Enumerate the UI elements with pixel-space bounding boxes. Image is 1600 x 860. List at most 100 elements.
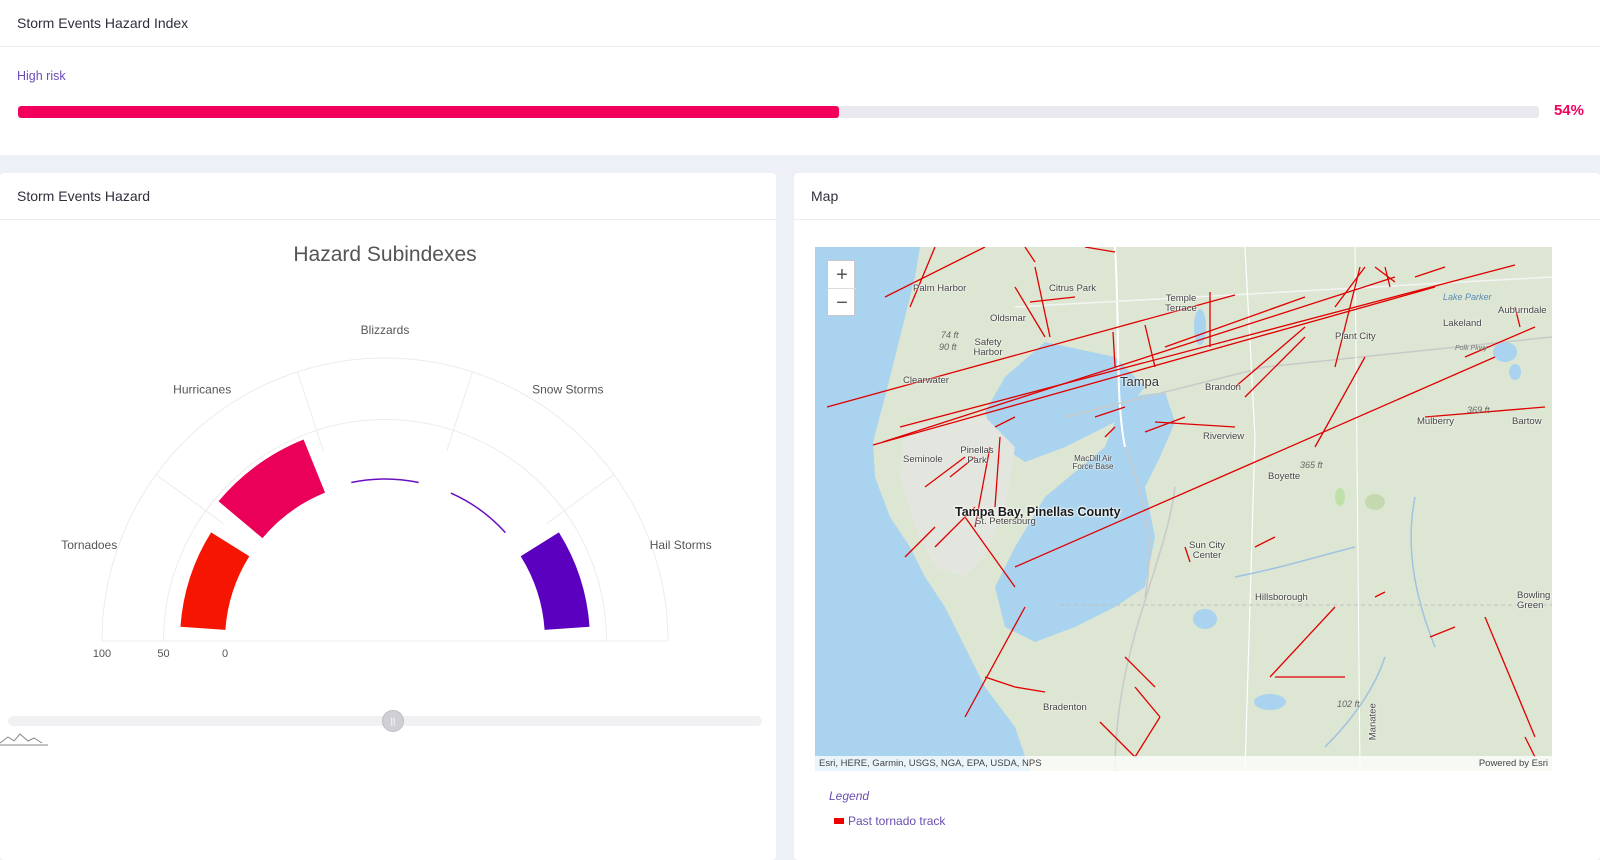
legend-title: Legend bbox=[829, 789, 870, 803]
category-label: Snow Storms bbox=[532, 382, 603, 396]
tornado-track bbox=[1314, 356, 1366, 448]
tornado-track bbox=[1384, 266, 1391, 288]
gauge-grid-line bbox=[297, 371, 324, 451]
map-label: Lake Parker bbox=[1443, 292, 1492, 302]
risk-progress-fill bbox=[18, 106, 840, 118]
tornado-track bbox=[899, 264, 1516, 428]
gauge-grid-line bbox=[446, 371, 473, 451]
tornado-track bbox=[1112, 331, 1116, 368]
tornado-track bbox=[994, 436, 1001, 508]
map-label: 102 ft bbox=[1337, 699, 1360, 709]
map-label: 369 ft bbox=[1467, 405, 1490, 415]
scale-tick-label: 100 bbox=[93, 648, 111, 660]
panel-title: Storm Events Hazard bbox=[0, 173, 776, 220]
tornado-track bbox=[1269, 606, 1336, 678]
tornado-map[interactable]: + − Palm Harbor Citrus Park Temple Terra… bbox=[815, 247, 1552, 771]
map-label: Manatee bbox=[1367, 703, 1379, 741]
tornado-track bbox=[872, 286, 1436, 446]
tornado-track bbox=[1154, 421, 1236, 428]
map-basemap bbox=[815, 247, 1552, 771]
tornado-track bbox=[826, 294, 1236, 408]
map-label: 74 ft bbox=[941, 330, 959, 340]
tornado-track bbox=[882, 276, 1396, 443]
tornado-track bbox=[909, 247, 936, 308]
tornado-track bbox=[1234, 326, 1306, 388]
map-label: Mulberry bbox=[1417, 416, 1454, 427]
zoom-control: + − bbox=[827, 260, 856, 316]
map-label: MacDill Air Force Base bbox=[1072, 454, 1114, 471]
tornado-track bbox=[1094, 406, 1126, 418]
scale-tick-label: 0 bbox=[222, 648, 228, 660]
tornado-track bbox=[1084, 247, 1116, 253]
tornado-track bbox=[1014, 356, 1496, 568]
map-label: Clearwater bbox=[903, 375, 949, 386]
tornado-track bbox=[884, 247, 986, 298]
tornado-track bbox=[1029, 296, 1076, 303]
map-label: Polk Pkwy bbox=[1455, 345, 1488, 352]
map-label: Citrus Park bbox=[1049, 283, 1096, 294]
map-label: Boyette bbox=[1268, 471, 1301, 482]
tornado-track bbox=[1254, 536, 1276, 548]
tornado-track bbox=[1104, 426, 1116, 438]
tornado-track bbox=[1429, 626, 1456, 638]
tornado-track bbox=[974, 446, 991, 528]
map-label: Bowling Green bbox=[1517, 590, 1551, 611]
powered-by-link[interactable]: Powered by Esri bbox=[1478, 758, 1548, 769]
category-label: Hail Storms bbox=[650, 538, 712, 552]
tornado-track bbox=[984, 676, 1016, 688]
bar-hurricanes[interactable] bbox=[218, 439, 326, 539]
tornado-track bbox=[1144, 324, 1156, 368]
tornado-track bbox=[1134, 716, 1161, 758]
map-label: Safety Harbor bbox=[973, 337, 1003, 358]
tornado-track bbox=[1334, 266, 1366, 308]
tornado-track bbox=[1514, 306, 1521, 328]
bar-snow-storms[interactable] bbox=[450, 492, 506, 534]
tornado-track bbox=[924, 456, 966, 488]
tornado-track bbox=[1484, 616, 1536, 738]
category-label: Hurricanes bbox=[173, 382, 231, 396]
panel-title: Storm Events Hazard Index bbox=[0, 0, 1600, 47]
map-attribution: Esri, HERE, Garmin, USGS, NGA, EPA, USDA… bbox=[815, 756, 1552, 771]
map-label: Bradenton bbox=[1043, 702, 1087, 713]
zoom-out-button[interactable]: − bbox=[828, 288, 856, 316]
map-label: Temple Terrace bbox=[1165, 293, 1197, 314]
map-label: Oldsmar bbox=[990, 313, 1026, 324]
tornado-track bbox=[1099, 721, 1136, 758]
chart-title: Hazard Subindexes bbox=[293, 243, 476, 266]
tornado-track bbox=[904, 526, 936, 558]
risk-progress-bar bbox=[18, 106, 1539, 118]
map-label: Plant City bbox=[1335, 331, 1376, 342]
bar-tornadoes[interactable] bbox=[180, 532, 250, 630]
tornado-track bbox=[1524, 736, 1536, 758]
tornado-track bbox=[1184, 546, 1191, 563]
map-label: Seminole bbox=[903, 454, 943, 465]
map-label: Hillsborough bbox=[1255, 592, 1308, 603]
zoom-slider[interactable]: || bbox=[8, 710, 762, 732]
hazard-index-panel: Storm Events Hazard Index High risk 54% bbox=[0, 0, 1600, 155]
bar-hail-storms[interactable] bbox=[520, 532, 590, 630]
hazard-subindex-panel: Storm Events Hazard Hazard Subindexes To… bbox=[0, 173, 776, 860]
tornado-track-swatch bbox=[834, 818, 844, 824]
tornado-track bbox=[1034, 266, 1051, 338]
slider-handle[interactable]: || bbox=[382, 710, 404, 732]
map-label: St. Petersburg bbox=[975, 516, 1036, 527]
risk-percent-value: 54% bbox=[1553, 102, 1584, 119]
tornado-track bbox=[1374, 266, 1396, 283]
map-label: Palm Harbor bbox=[913, 283, 967, 294]
tornado-track bbox=[1244, 336, 1306, 398]
map-label: Sun City Center bbox=[1189, 540, 1225, 561]
gauge-grid-arc bbox=[101, 357, 669, 642]
tornado-track bbox=[1014, 286, 1046, 338]
zoom-in-button[interactable]: + bbox=[836, 263, 848, 286]
tornado-track bbox=[1124, 656, 1156, 688]
map-panel: Map bbox=[794, 173, 1600, 860]
map-label: 90 ft bbox=[939, 342, 957, 352]
bar-blizzards[interactable] bbox=[351, 478, 419, 484]
tornado-track bbox=[964, 606, 1026, 718]
tornado-track bbox=[1414, 266, 1446, 278]
tornado-track bbox=[994, 416, 1016, 428]
tornado-track bbox=[949, 456, 976, 478]
tornado-track bbox=[1464, 326, 1536, 358]
tornado-track bbox=[1424, 406, 1546, 418]
attribution-text: Esri, HERE, Garmin, USGS, NGA, EPA, USDA… bbox=[819, 758, 1042, 769]
